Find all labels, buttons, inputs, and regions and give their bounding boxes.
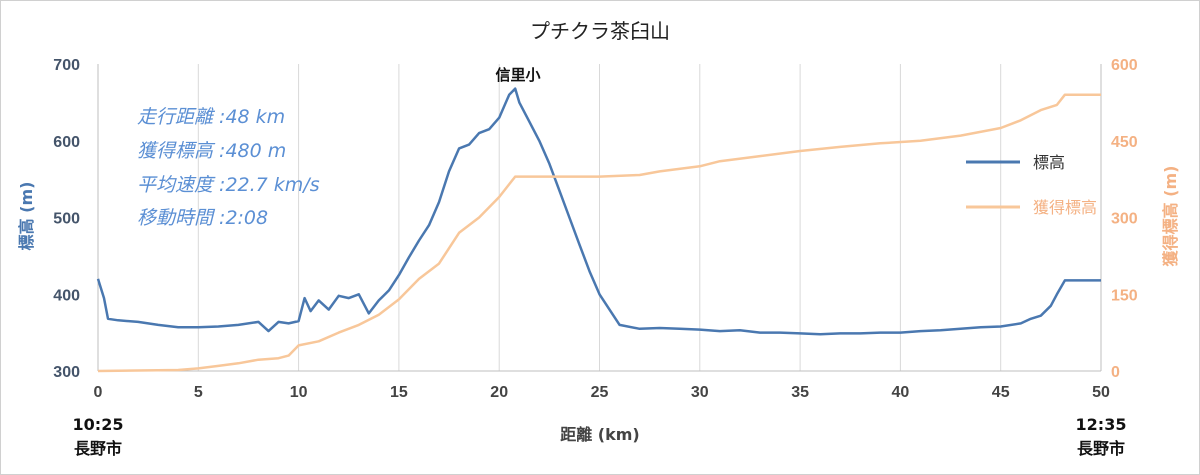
- end-place: 長野市: [1077, 439, 1125, 458]
- stat-elevation-gain: 獲得標高 :480 m: [137, 140, 286, 162]
- legend: 標高 獲得標高: [966, 153, 1097, 217]
- x-tick-15: 15: [390, 384, 408, 401]
- x-axis-ticks: 0 5 10 15 20 25 30 35 40 45 50: [94, 384, 1110, 401]
- series-line-elevation-gain: [97, 93, 1101, 373]
- x-axis-title: 距離 (km): [560, 425, 640, 444]
- y2-tick-450: 450: [1111, 134, 1138, 151]
- legend-label-elevation: 標高: [1033, 153, 1065, 172]
- legend-label-gain: 獲得標高: [1033, 198, 1097, 217]
- x-tick-50: 50: [1092, 384, 1110, 401]
- left-axis-ticks: 300 400 500 600 700: [53, 57, 80, 381]
- series-group: [96, 87, 1101, 373]
- y2-tick-300: 300: [1111, 211, 1138, 228]
- end-time: 12:35: [1076, 415, 1127, 434]
- y-tick-700: 700: [53, 57, 80, 74]
- x-tick-45: 45: [992, 384, 1010, 401]
- y-axis-title: 標高 (m): [17, 182, 36, 251]
- grid: [197, 64, 1102, 371]
- x-tick-20: 20: [490, 384, 508, 401]
- y-tick-500: 500: [53, 211, 80, 228]
- x-tick-35: 35: [791, 384, 809, 401]
- start-place: 長野市: [74, 439, 122, 458]
- x-tick-40: 40: [892, 384, 910, 401]
- right-axis-ticks: 0 150 300 450 600: [1111, 57, 1138, 381]
- y2-tick-150: 150: [1111, 287, 1138, 304]
- y-tick-300: 300: [53, 364, 80, 381]
- y2-axis-title: 獲得標高 (m): [1161, 166, 1180, 267]
- x-tick-10: 10: [290, 384, 308, 401]
- y-tick-600: 600: [53, 134, 80, 151]
- peak-label: 信里小: [495, 66, 540, 84]
- chart-title: プチクラ茶臼山: [530, 19, 670, 43]
- x-tick-30: 30: [691, 384, 709, 401]
- x-tick-5: 5: [194, 384, 203, 401]
- series-line-elevation: [96, 87, 1101, 336]
- y2-tick-0: 0: [1111, 364, 1120, 381]
- stat-average-speed: 平均速度 :22.7 km/s: [137, 174, 320, 196]
- start-time: 10:25: [73, 415, 124, 434]
- x-tick-0: 0: [94, 384, 103, 401]
- y2-tick-600: 600: [1111, 57, 1138, 74]
- axes: [97, 64, 1102, 372]
- y-tick-400: 400: [53, 287, 80, 304]
- stat-distance: 走行距離 :48 km: [137, 106, 285, 128]
- stat-moving-time: 移動時間 :2:08: [137, 207, 268, 229]
- x-tick-25: 25: [591, 384, 609, 401]
